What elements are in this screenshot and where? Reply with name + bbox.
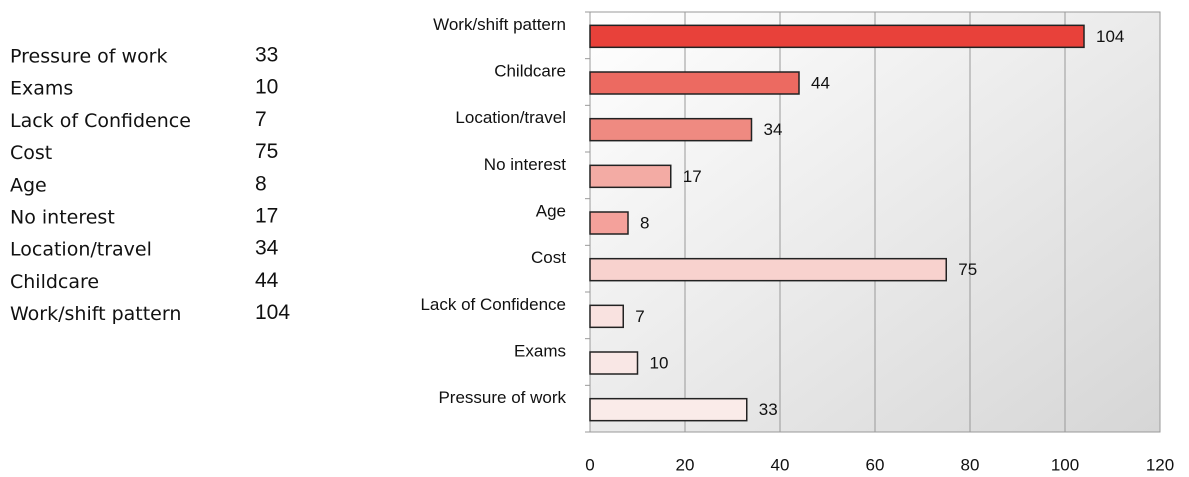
bar: [589, 257, 947, 282]
row-label: Exams: [10, 78, 73, 100]
x-tick-label: 40: [771, 455, 790, 474]
row-label: Pressure of work: [10, 46, 168, 68]
row-label: Childcare: [10, 271, 99, 293]
y-tick-label: Location/travel: [455, 108, 566, 127]
bar: [589, 24, 1085, 49]
row-value: 34: [255, 237, 279, 260]
y-tick-label: Exams: [514, 341, 566, 360]
row-value: 10: [255, 76, 278, 99]
row-label: Lack of Confidence: [10, 110, 191, 132]
value-label: 34: [764, 120, 783, 139]
x-tick-label: 20: [676, 455, 695, 474]
bar: [589, 304, 624, 329]
value-label: 33: [759, 400, 778, 419]
row-label: No interest: [10, 207, 115, 229]
row-label: Location/travel: [10, 239, 152, 261]
x-tick-label: 80: [961, 455, 980, 474]
bar: [589, 71, 800, 95]
y-tick-label: No interest: [484, 155, 566, 174]
bar: [589, 164, 672, 189]
x-tick-label: 60: [866, 455, 885, 474]
row-label: Age: [10, 174, 47, 196]
row-value: 104: [255, 301, 290, 324]
x-tick-label: 120: [1146, 455, 1174, 474]
value-label: 75: [958, 260, 977, 279]
row-value: 8: [255, 172, 267, 195]
bar: [589, 117, 753, 142]
value-label: 10: [650, 353, 669, 372]
row-value: 44: [255, 269, 279, 292]
row-value: 17: [255, 205, 278, 228]
row-value: 7: [255, 108, 267, 131]
value-label: 7: [635, 307, 644, 326]
bar: [589, 211, 629, 235]
row-label: Cost: [10, 142, 52, 164]
value-label: 104: [1096, 27, 1124, 46]
value-label: 44: [811, 73, 830, 92]
y-tick-label: Cost: [531, 248, 566, 267]
row-value: 33: [255, 44, 278, 67]
x-tick-label: 100: [1051, 455, 1079, 474]
value-label: 17: [683, 167, 702, 186]
y-tick-label: Lack of Confidence: [420, 295, 566, 314]
value-label: 8: [640, 213, 649, 232]
y-tick-label: Work/shift pattern: [433, 15, 566, 34]
row-value: 75: [255, 140, 278, 163]
y-tick-label: Age: [536, 201, 566, 220]
x-tick-label: 0: [585, 455, 594, 474]
bar: [589, 351, 639, 375]
data-table: Pressure of work 33 Exams 10 Lack of Confide…: [10, 44, 290, 326]
row-label: Work/shift pattern: [10, 303, 181, 325]
y-tick-label: Pressure of work: [438, 388, 566, 407]
y-tick-label: Childcare: [494, 61, 566, 80]
bar: [589, 397, 748, 422]
